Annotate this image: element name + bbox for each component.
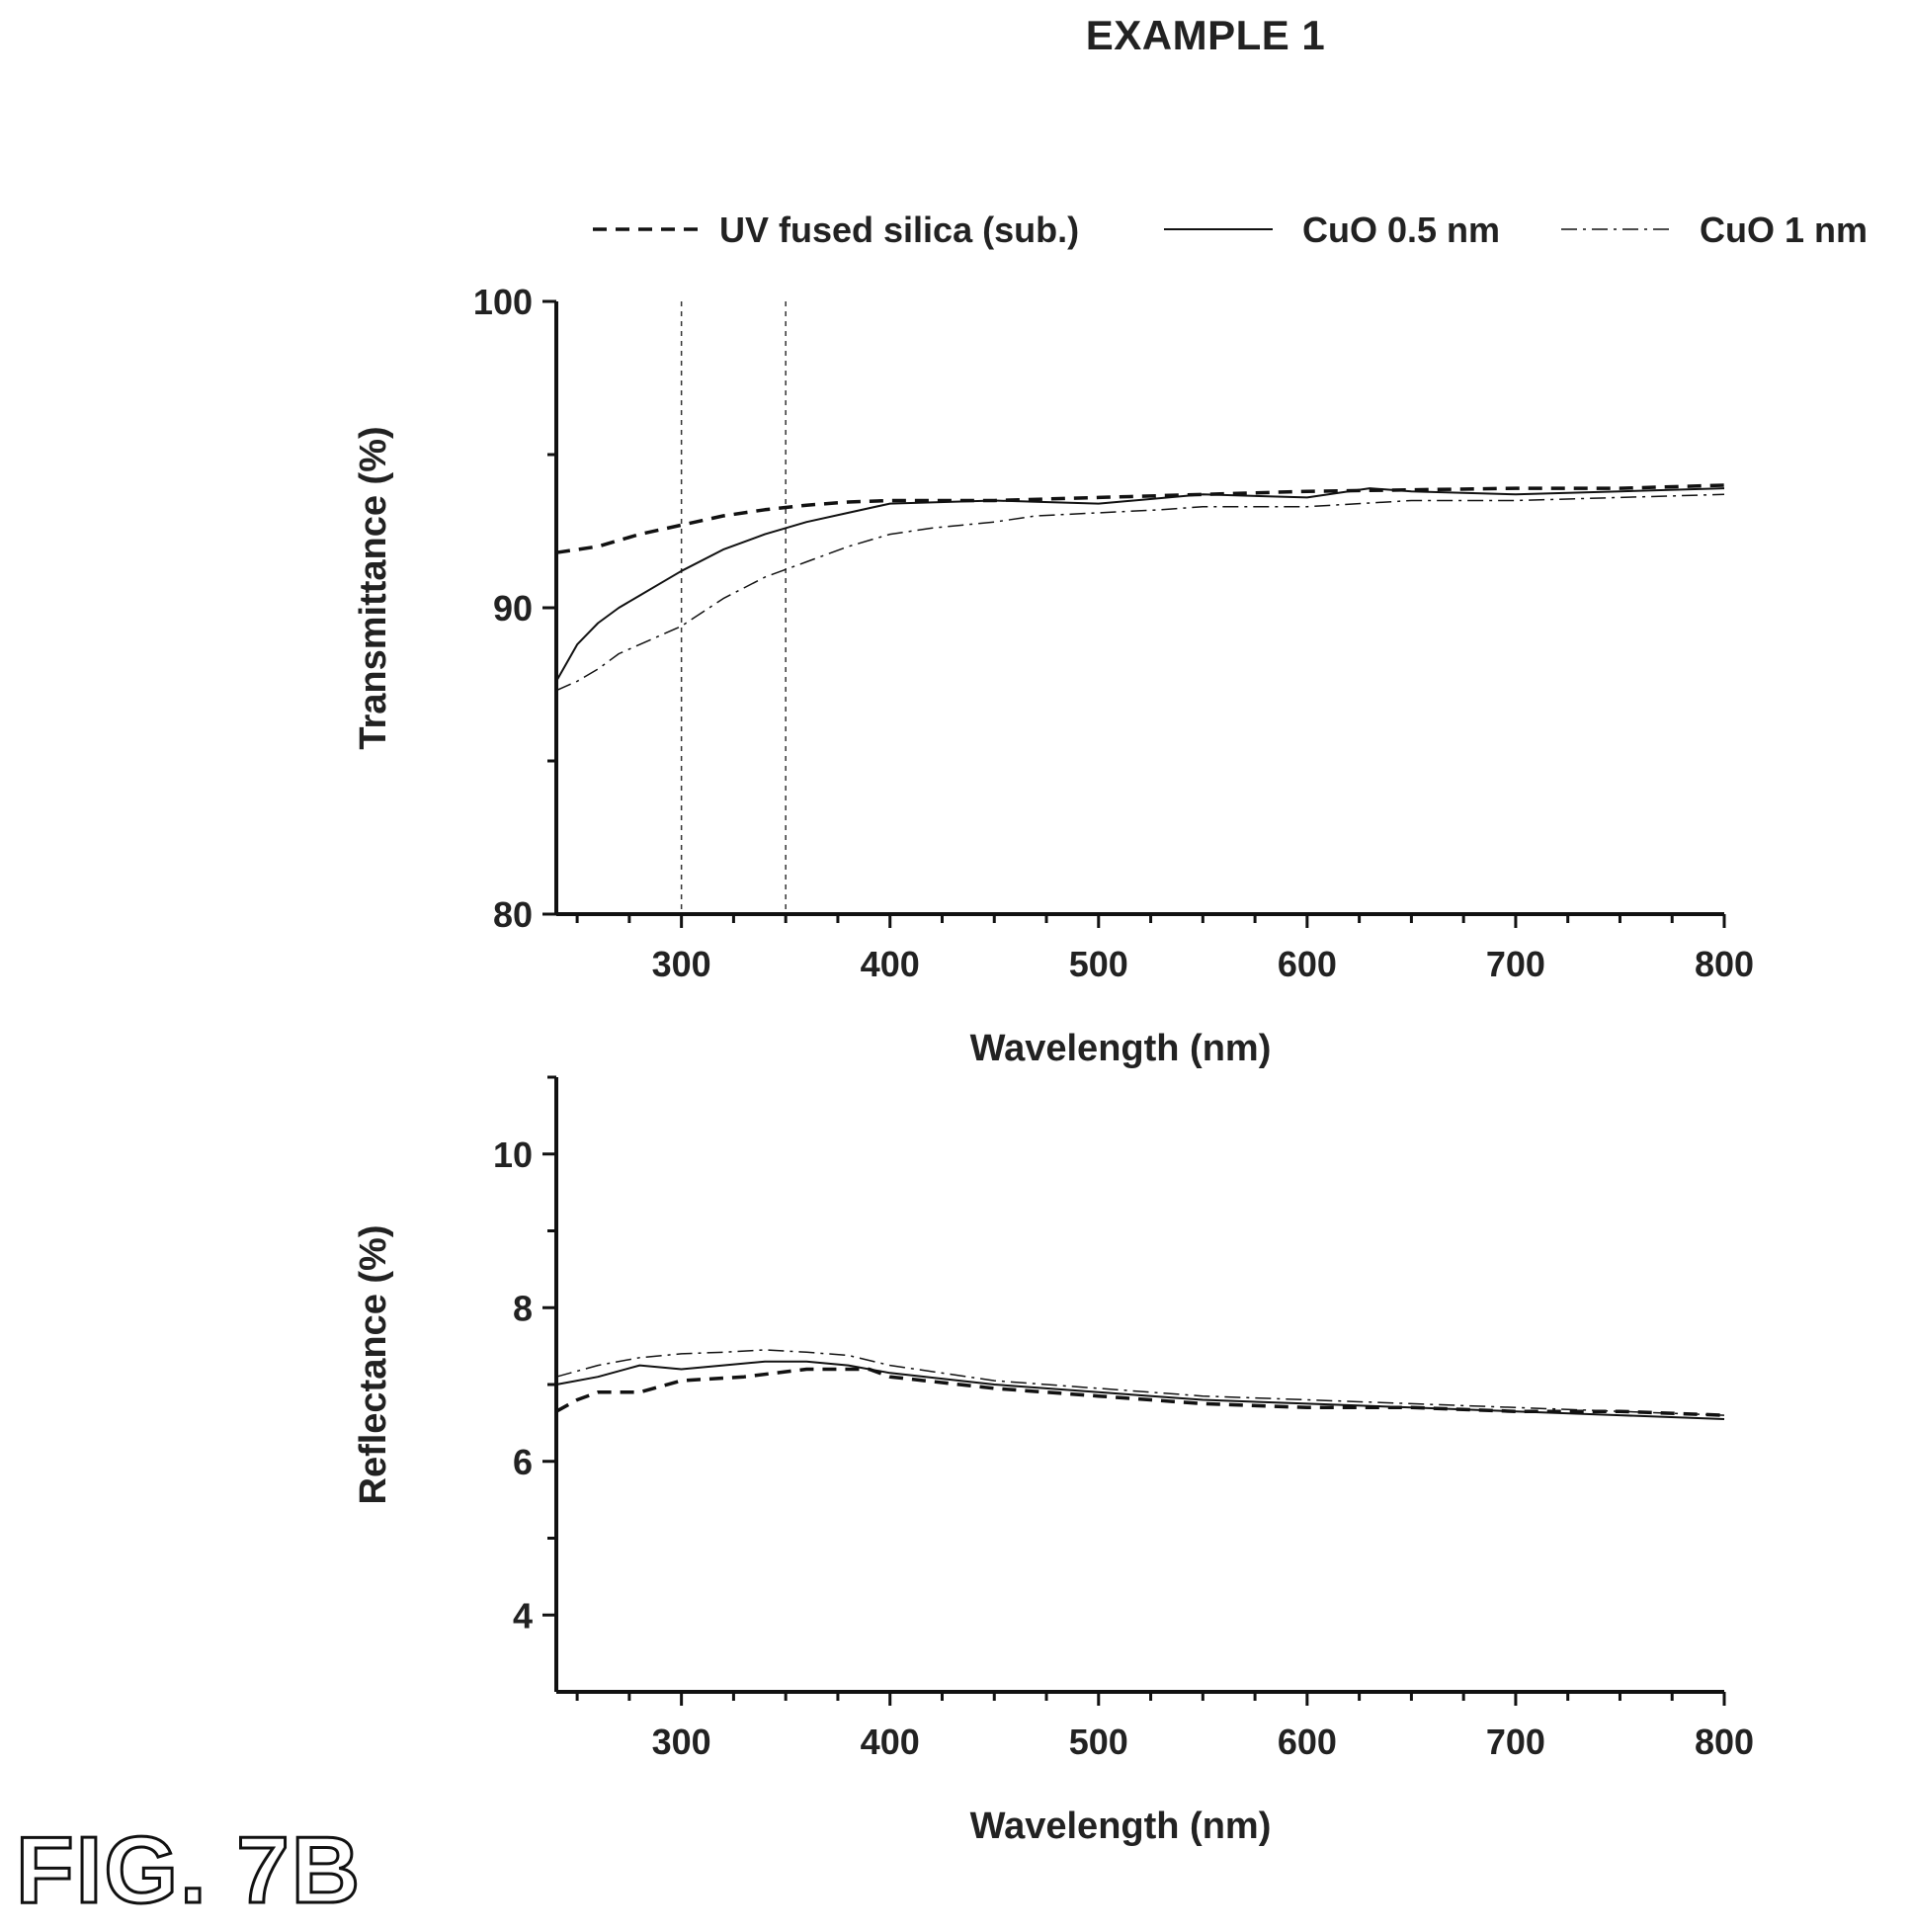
x-tick-label: 300 [652,944,711,984]
y-tick-label: 100 [473,282,533,322]
reflectance-panel: 300 400 500 600 700 800 4 6 8 10 Wavelength (nm) Re… [353,1075,1754,1847]
y-axis-title: Transmittance (%) [353,426,394,749]
series-line-solid [555,487,1725,682]
x-tick-label: 400 [861,1722,920,1762]
page-title: EXAMPLE 1 [1085,12,1326,58]
y-tick-label: 6 [513,1442,533,1482]
y-tick-label: 80 [493,894,533,935]
series-line-solid [555,1360,1725,1420]
series-line-dash-dot [555,1349,1725,1416]
x-tick-label: 600 [1278,944,1337,984]
x-tick-label: 600 [1278,1722,1337,1762]
y-tick-label: 90 [493,588,533,629]
x-tick-label: 700 [1486,944,1545,984]
figure-label: FIG. 7B [14,1816,363,1925]
x-tick-label: 800 [1695,1722,1754,1762]
y-tick-label: 10 [493,1134,533,1175]
x-tick-label: 400 [861,944,920,984]
series-line-dashed [555,483,1725,554]
x-tick-label: 500 [1069,1722,1128,1762]
legend-label-uv-fused-silica: UV fused silica (sub.) [719,210,1080,250]
series-line-dashed [555,1367,1725,1417]
x-tick-label: 300 [652,1722,711,1762]
transmittance-panel: 300 400 500 600 700 800 80 90 100 Wavelength (nm)… [353,282,1754,1069]
legend-label-cuo-1nm: CuO 1 nm [1700,210,1869,250]
x-tick-label: 500 [1069,944,1128,984]
y-tick-label: 4 [513,1595,533,1636]
y-tick-label: 8 [513,1288,533,1328]
x-tick-label: 800 [1695,944,1754,984]
x-axis-title: Wavelength (nm) [970,1806,1272,1847]
y-axis-title: Reflectance (%) [353,1225,394,1505]
legend-label-cuo-0-5nm: CuO 0.5 nm [1302,210,1501,250]
series-line-dash-dot [555,493,1725,692]
x-tick-label: 700 [1486,1722,1545,1762]
x-axis-title: Wavelength (nm) [970,1028,1272,1069]
